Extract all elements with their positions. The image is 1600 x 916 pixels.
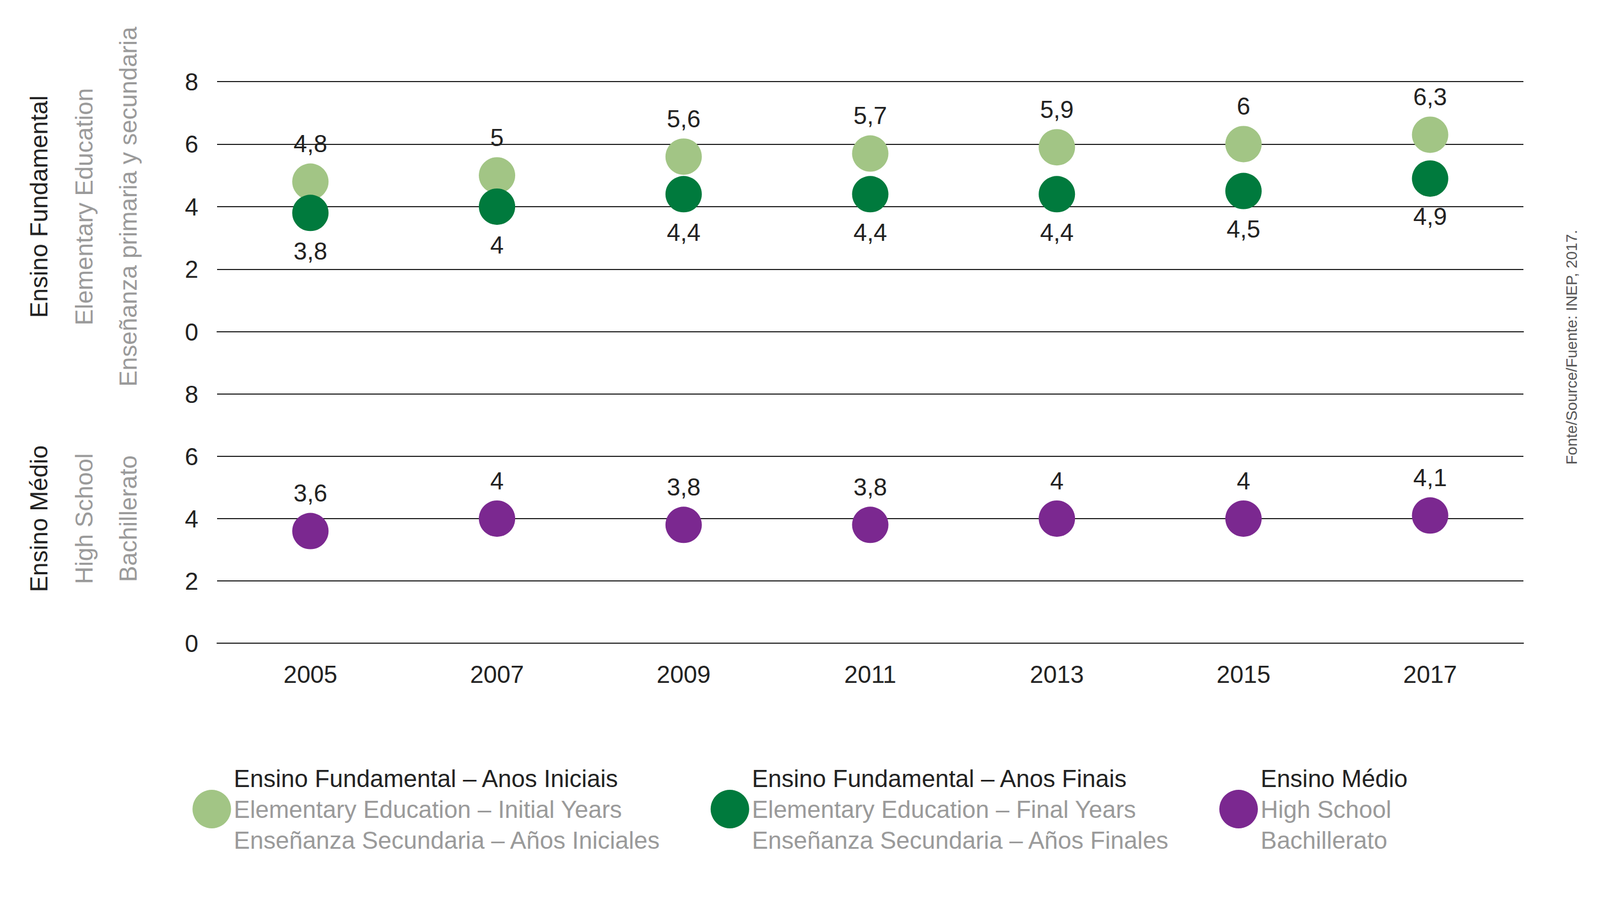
svg-text:2015: 2015 xyxy=(1216,660,1271,688)
svg-text:4,9: 4,9 xyxy=(1413,202,1447,230)
svg-text:Ensino Fundamental: Ensino Fundamental xyxy=(25,95,53,318)
svg-text:4: 4 xyxy=(185,193,199,221)
svg-text:High School: High School xyxy=(1260,795,1392,823)
svg-text:Elementary Education – Final Y: Elementary Education – Final Years xyxy=(752,795,1137,823)
svg-text:6,3: 6,3 xyxy=(1413,83,1447,111)
svg-text:4,5: 4,5 xyxy=(1226,215,1261,243)
svg-text:0: 0 xyxy=(185,318,199,346)
svg-text:Fonte/Source/Fuente: INEP, 201: Fonte/Source/Fuente: INEP, 2017. xyxy=(1563,229,1581,465)
svg-text:Ensino Fundamental – Anos Inic: Ensino Fundamental – Anos Iniciais xyxy=(233,764,618,792)
svg-text:High School: High School xyxy=(70,452,98,584)
svg-text:3,6: 3,6 xyxy=(293,479,328,507)
svg-text:0: 0 xyxy=(185,629,199,657)
svg-text:3,8: 3,8 xyxy=(293,237,328,265)
svg-text:3,8: 3,8 xyxy=(666,473,701,501)
svg-text:4,4: 4,4 xyxy=(1040,218,1074,246)
svg-text:3,8: 3,8 xyxy=(853,473,888,501)
svg-text:Elementary Education – Initial: Elementary Education – Initial Years xyxy=(233,795,622,823)
svg-text:2: 2 xyxy=(185,567,199,595)
svg-text:Enseñanza primaria y secundari: Enseñanza primaria y secundaria xyxy=(114,26,142,387)
svg-text:4: 4 xyxy=(490,467,504,495)
svg-text:4,8: 4,8 xyxy=(293,130,328,158)
svg-text:6: 6 xyxy=(185,442,199,470)
svg-text:2011: 2011 xyxy=(844,660,897,688)
svg-text:Enseñanza Secundaria – Años Fi: Enseñanza Secundaria – Años Finales xyxy=(752,826,1169,854)
svg-text:Elementary Education: Elementary Education xyxy=(70,88,98,326)
svg-text:8: 8 xyxy=(185,68,199,96)
svg-text:5: 5 xyxy=(490,123,504,151)
svg-text:4,4: 4,4 xyxy=(853,218,888,246)
svg-text:4: 4 xyxy=(1236,467,1251,495)
svg-text:2007: 2007 xyxy=(469,660,524,688)
svg-text:8: 8 xyxy=(185,380,199,408)
svg-text:Ensino Médio: Ensino Médio xyxy=(1260,764,1408,792)
svg-text:2: 2 xyxy=(185,255,199,283)
svg-text:6: 6 xyxy=(185,130,199,158)
svg-text:5,9: 5,9 xyxy=(1040,95,1074,123)
svg-text:2013: 2013 xyxy=(1029,660,1084,688)
svg-text:Bachillerato: Bachillerato xyxy=(1260,826,1388,854)
svg-text:4,1: 4,1 xyxy=(1413,463,1447,491)
svg-text:Enseñanza Secundaria – Años In: Enseñanza Secundaria – Años Iniciales xyxy=(233,826,660,854)
svg-text:2005: 2005 xyxy=(283,660,338,688)
svg-text:5,7: 5,7 xyxy=(853,101,888,129)
svg-text:6: 6 xyxy=(1236,92,1251,120)
svg-text:4: 4 xyxy=(1050,467,1064,495)
svg-text:2009: 2009 xyxy=(656,660,711,688)
svg-text:4: 4 xyxy=(185,505,199,533)
svg-text:4: 4 xyxy=(490,231,504,259)
svg-text:Ensino Médio: Ensino Médio xyxy=(25,445,53,593)
svg-text:5,6: 5,6 xyxy=(666,105,701,133)
svg-text:2017: 2017 xyxy=(1403,660,1458,688)
svg-text:Ensino Fundamental – Anos Fina: Ensino Fundamental – Anos Finais xyxy=(752,764,1127,792)
svg-text:4,4: 4,4 xyxy=(666,218,701,246)
svg-text:Bachillerato: Bachillerato xyxy=(114,455,142,582)
